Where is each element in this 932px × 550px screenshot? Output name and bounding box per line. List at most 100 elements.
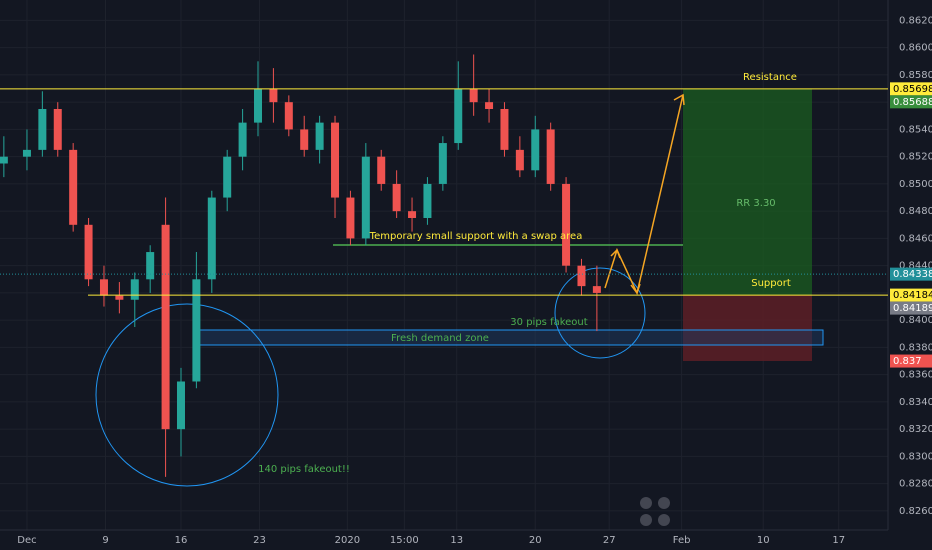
- candle-body: [454, 88, 463, 144]
- annotation: Support: [751, 278, 791, 289]
- price-label: 0.84338: [893, 269, 932, 280]
- candle-body: [392, 183, 401, 212]
- candle-body: [0, 156, 8, 164]
- price-label-box: [890, 95, 932, 109]
- arrow-head: [630, 283, 641, 295]
- candle-body: [531, 129, 540, 171]
- candle-body: [361, 156, 370, 239]
- profit-zone: [683, 89, 812, 295]
- price-label-box: [890, 288, 932, 302]
- candle-body: [438, 143, 447, 184]
- annotation: Fresh demand zone: [391, 333, 489, 344]
- candle-body: [408, 211, 417, 218]
- candle-body: [331, 122, 340, 198]
- icons: [640, 497, 670, 526]
- candle-body: [22, 149, 31, 157]
- price-label: 0.85688: [893, 97, 932, 108]
- annotation: 30 pips fakeout: [510, 317, 587, 328]
- candle-body: [315, 122, 324, 150]
- fakeout-circle: [95, 303, 279, 487]
- price-label-box: [890, 354, 932, 368]
- candle-body: [69, 149, 78, 225]
- x-tick-label: 17: [832, 535, 845, 546]
- x-tick-label: Feb: [673, 535, 691, 546]
- candle-body: [207, 197, 216, 280]
- icon: [658, 514, 670, 526]
- candle-body: [38, 108, 47, 150]
- icon: [658, 497, 670, 509]
- price-label: 0.84184: [893, 290, 932, 301]
- candle-body: [269, 88, 278, 103]
- candle-body: [130, 279, 139, 300]
- price-label: 0.84189: [893, 303, 932, 314]
- icon: [640, 497, 652, 509]
- candle-body: [192, 279, 201, 382]
- annotation: Temporary small support with a swap area: [369, 231, 583, 242]
- plot: [0, 54, 601, 477]
- candle-body: [146, 252, 155, 280]
- candle-body: [238, 122, 247, 157]
- demand-zone: [192, 329, 824, 346]
- price-label-box: [890, 301, 932, 315]
- y-tick-label: 0.86200: [899, 15, 932, 26]
- candle-body: [377, 156, 386, 184]
- candle-body: [469, 88, 478, 103]
- projection-arrow: [604, 94, 684, 296]
- price-label-box: [890, 82, 932, 96]
- x-tick-label: Dec: [17, 535, 36, 546]
- candle-body: [515, 149, 524, 171]
- annotation: 140 pips fakeout!!: [258, 464, 350, 475]
- candle-body: [592, 286, 601, 293]
- x-tick-label: 10: [757, 535, 770, 546]
- fakeout-circle: [554, 267, 646, 359]
- candle-body: [423, 183, 432, 218]
- price-label: 0.85698: [893, 84, 932, 95]
- x-tick-label: 2020: [335, 535, 360, 546]
- price-label-box: [890, 267, 932, 281]
- candle-body: [176, 381, 185, 430]
- x-tick-label: 13: [450, 535, 463, 546]
- x-tick-label: 23: [253, 535, 266, 546]
- candle-body: [99, 279, 108, 296]
- candle-body: [254, 88, 263, 123]
- candle-body: [84, 224, 93, 280]
- candle-body: [284, 102, 293, 130]
- x-tick-label: 16: [175, 535, 188, 546]
- x-tick-label: 27: [603, 535, 616, 546]
- candle-body: [223, 156, 232, 198]
- candle-body: [500, 108, 509, 150]
- price-label: 0.837: [893, 356, 922, 367]
- candle-body: [562, 183, 571, 266]
- arrow-head: [673, 93, 685, 106]
- x-tick-label: 20: [529, 535, 542, 546]
- candle-body: [546, 129, 555, 184]
- annotation: Resistance: [743, 72, 797, 83]
- loss-zone: [683, 295, 812, 361]
- candle-body: [346, 197, 355, 239]
- icon: [640, 514, 652, 526]
- candle-body: [115, 295, 124, 300]
- candle-body: [161, 224, 170, 430]
- x-tick-label: 15:00: [390, 535, 419, 546]
- candle-body: [577, 265, 586, 287]
- candle-body: [485, 102, 494, 109]
- candle-body: [300, 129, 309, 150]
